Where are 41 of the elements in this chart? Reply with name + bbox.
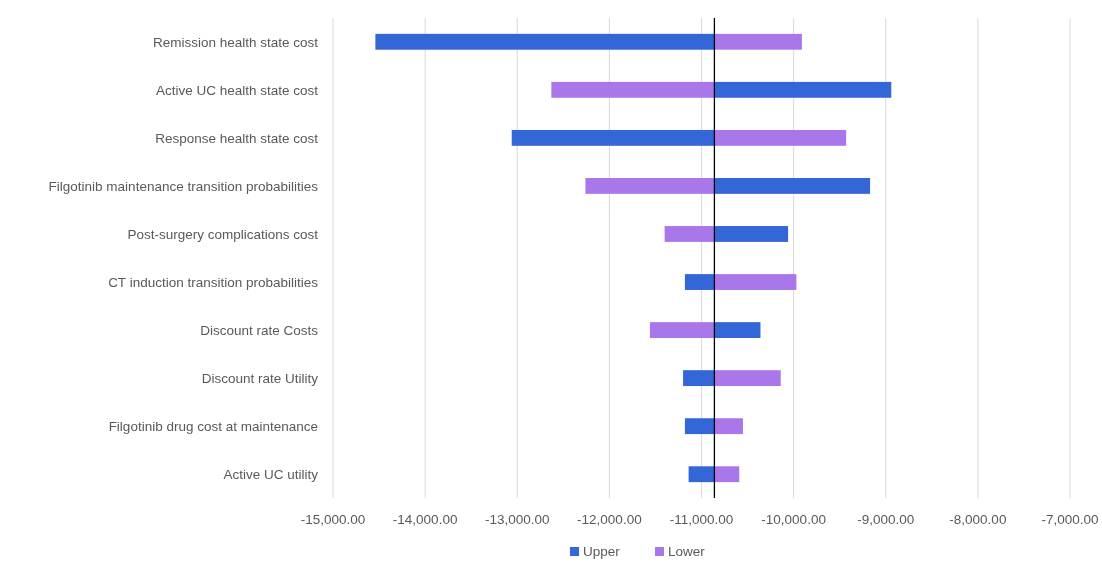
legend-label: Upper	[583, 544, 621, 559]
y-tick-label: Discount rate Costs	[200, 322, 319, 338]
bar	[714, 274, 797, 290]
x-tick-label: -14,000.00	[392, 512, 458, 527]
bar	[714, 178, 871, 194]
y-tick-label: Active UC utility	[223, 466, 319, 482]
bar	[714, 418, 743, 435]
x-tick-label: -10,000.00	[761, 512, 826, 527]
bar	[684, 274, 715, 290]
x-tick-label: -7,000.00	[1041, 512, 1099, 527]
y-tick-label: Post-surgery complications cost	[127, 226, 319, 242]
y-tick-label: Response health state cost	[155, 130, 319, 146]
bar	[511, 129, 715, 146]
bar	[688, 466, 715, 483]
x-tick-label: -12,000.00	[577, 512, 642, 527]
bar	[714, 370, 781, 387]
y-tick-label: Filgotinib maintenance transition probabilities	[48, 178, 319, 194]
bar	[551, 81, 715, 98]
bar	[714, 129, 847, 146]
bar	[714, 322, 761, 338]
x-tick-label: -11,000.00	[669, 512, 734, 527]
y-tick-label: CT induction transition probabilities	[108, 274, 319, 290]
bar	[714, 33, 802, 50]
x-tick-label: -13,000.00	[484, 512, 550, 527]
bar	[664, 226, 715, 242]
bar	[714, 226, 789, 242]
y-tick-label: Discount rate Utility	[201, 370, 319, 386]
x-tick-label: -15,000.00	[300, 512, 366, 527]
bar	[684, 418, 715, 435]
x-tick-label: -8,000.00	[949, 512, 1007, 527]
bar	[714, 81, 892, 98]
y-tick-label: Filgotinib drug cost at maintenance	[108, 418, 318, 434]
legend-label: Lower	[668, 544, 706, 559]
y-tick-label: Active UC health state cost	[155, 82, 319, 98]
y-tick-label: Remission health state cost	[152, 34, 319, 50]
bar	[585, 178, 715, 194]
x-tick-label: -9,000.00	[857, 512, 915, 527]
bar	[714, 466, 740, 483]
bar	[649, 322, 715, 338]
bar	[375, 33, 715, 50]
bar	[683, 370, 715, 387]
